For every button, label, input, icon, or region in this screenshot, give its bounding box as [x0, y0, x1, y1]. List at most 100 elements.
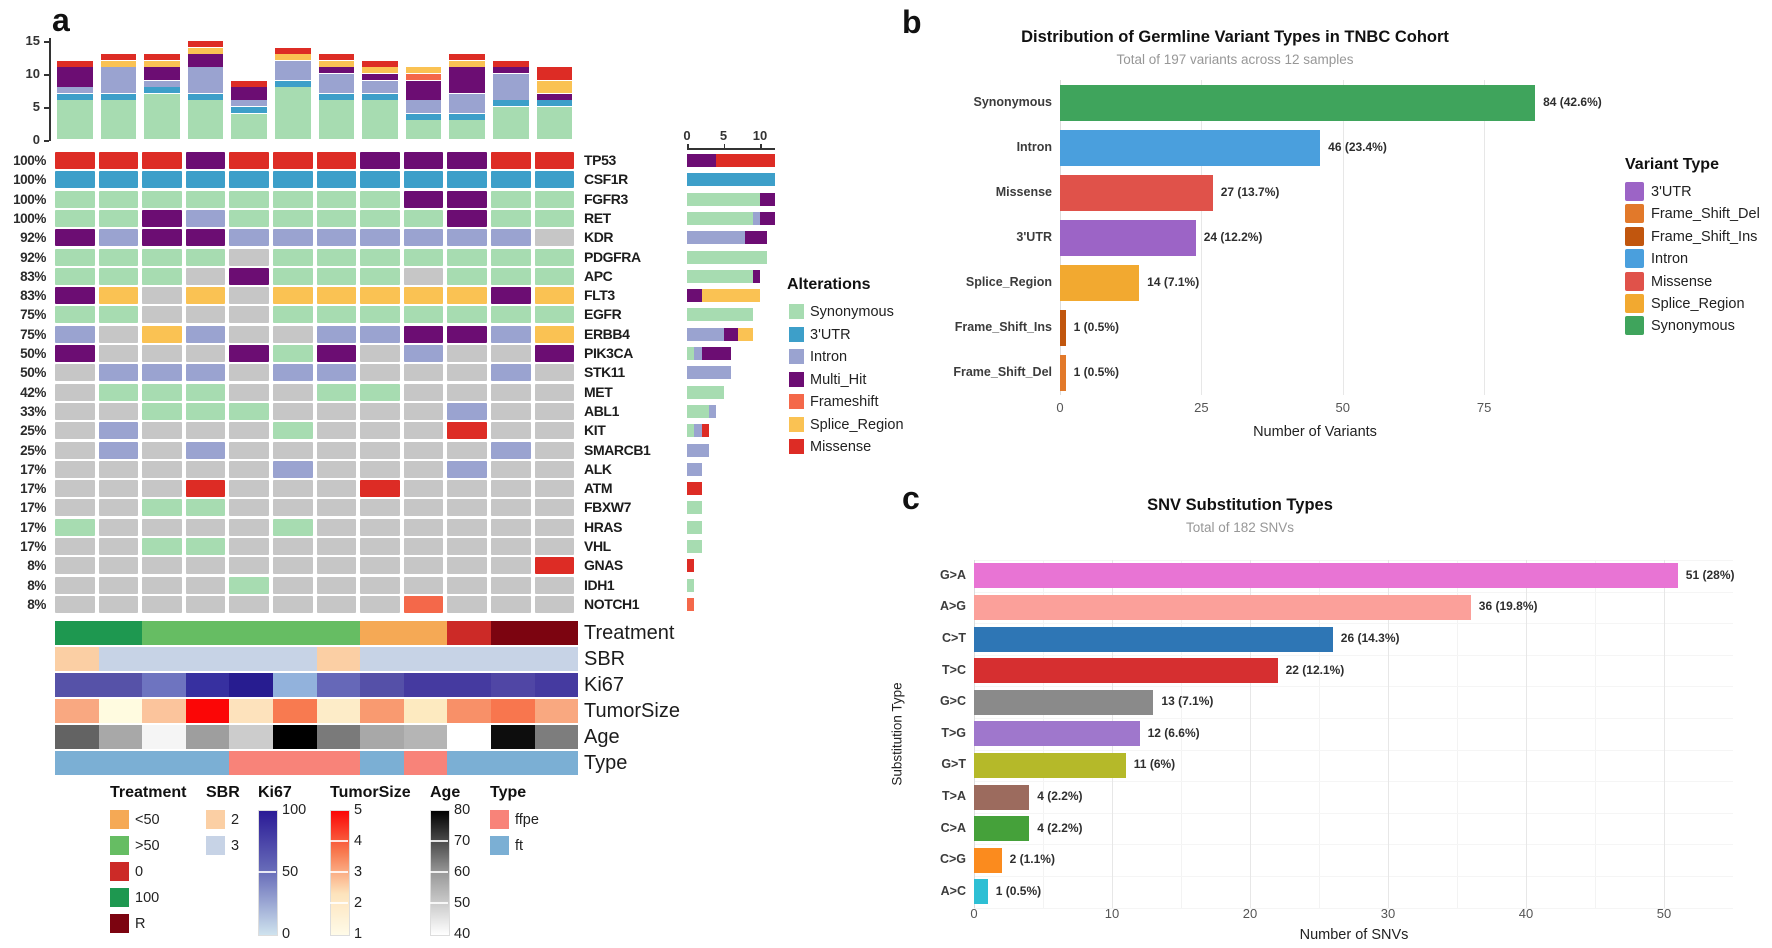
top-bar-segment	[536, 107, 573, 140]
top-bar-segment	[318, 100, 355, 140]
oncoprint-cell	[534, 518, 575, 536]
oncoprint-cell	[403, 364, 444, 382]
bar-value-label: 1 (0.5%)	[1073, 319, 1119, 334]
bar-value-label: 1 (0.5%)	[1073, 364, 1119, 379]
oncoprint-cell	[55, 325, 95, 343]
oncoprint-cell	[142, 499, 182, 517]
bar	[974, 626, 1333, 652]
oncoprint-cell	[142, 383, 182, 401]
oncoprint-cell	[491, 518, 531, 536]
side-bar-segment	[723, 327, 739, 341]
oncoprint-cell	[98, 441, 139, 459]
bar-value-label: 22 (12.1%)	[1285, 662, 1345, 677]
annotation-legend-title: TumorSize	[330, 784, 411, 801]
percent-label: 25%	[20, 423, 46, 439]
oncoprint-cell	[229, 518, 269, 536]
annotation-cell	[316, 699, 361, 723]
annotation-cell	[534, 699, 579, 723]
side-bar-segment	[687, 154, 717, 167]
side-bar-segment	[745, 231, 768, 245]
gene-label: ALK	[584, 460, 612, 477]
oncoprint-cell	[360, 190, 400, 208]
oncoprint-cell	[534, 364, 575, 382]
oncoprint-cell	[229, 422, 269, 440]
gridline-horizontal	[974, 781, 1733, 783]
gradient-tick-label: 50	[454, 895, 471, 911]
top-axis-tick	[44, 140, 49, 142]
top-bar-segment	[231, 100, 267, 107]
top-bar-segment	[493, 60, 529, 67]
oncoprint-cell	[229, 306, 269, 324]
annotation-cell	[403, 647, 448, 671]
annotation-cell	[98, 647, 143, 671]
oncoprint-cell	[447, 325, 487, 343]
oncoprint-cell	[316, 325, 357, 343]
gridline-horizontal	[974, 686, 1733, 688]
bar-value-label: 12 (6.6%)	[1147, 725, 1200, 740]
annotation-cell	[447, 725, 492, 749]
percent-label: 83%	[20, 288, 46, 304]
oncoprint-cell	[185, 287, 226, 305]
oncoprint-cell	[534, 152, 575, 169]
oncoprint-cell	[403, 345, 444, 362]
alterations-legend-swatch	[789, 416, 804, 432]
oncoprint-cell	[185, 460, 226, 478]
oncoprint-cell	[229, 460, 269, 478]
oncoprint-cell	[273, 152, 313, 169]
oncoprint-cell	[403, 557, 444, 575]
annotation-cell	[142, 699, 186, 723]
bar	[1060, 84, 1536, 121]
bar	[1060, 174, 1213, 211]
top-axis-line	[49, 38, 51, 141]
oncoprint-cell	[360, 538, 400, 555]
gene-label: APC	[584, 267, 613, 284]
oncoprint-cell	[403, 152, 444, 169]
oncoprint-cell	[98, 595, 139, 613]
oncoprint-cell	[491, 152, 531, 169]
oncoprint-cell	[534, 557, 575, 575]
category-label: Missense	[995, 184, 1052, 199]
gradient-tick-label: 40	[454, 926, 471, 942]
oncoprint-cell	[185, 499, 226, 517]
oncoprint-cell	[98, 538, 139, 555]
oncoprint-cell	[55, 480, 95, 498]
annotation-cell	[185, 725, 230, 749]
oncoprint-cell	[273, 480, 313, 498]
annotation-cell	[55, 621, 99, 645]
gridline-horizontal	[974, 749, 1733, 751]
annotation-cell	[98, 751, 143, 775]
oncoprint-cell	[229, 267, 269, 285]
oncoprint-cell	[229, 557, 269, 575]
oncoprint-cell	[55, 248, 95, 266]
annotation-legend-label: 100	[135, 890, 160, 906]
category-label: C>G	[939, 852, 966, 867]
oncoprint-cell	[360, 325, 400, 343]
top-bar-segment	[57, 67, 93, 87]
oncoprint-cell	[491, 460, 531, 478]
alterations-legend-swatch	[789, 349, 804, 364]
annotation-cell	[98, 725, 143, 749]
side-bar-segment	[687, 540, 702, 553]
top-bar-segment	[187, 67, 224, 94]
percent-label: 17%	[20, 539, 46, 554]
oncoprint-cell	[229, 171, 269, 189]
percent-label: 100%	[13, 191, 46, 207]
top-axis-tick-label: 15	[25, 33, 40, 48]
oncoprint-cell	[273, 229, 313, 247]
percent-label: 25%	[20, 442, 46, 458]
gene-label: TP53	[584, 152, 616, 168]
top-bar-segment	[449, 120, 485, 140]
gene-label: IDH1	[584, 576, 615, 593]
germline-chart-title: Distribution of Germline Variant Types i…	[1021, 28, 1449, 46]
gridline-minor	[1595, 560, 1596, 908]
top-bar-segment	[449, 93, 485, 113]
top-axis-tick-label: 0	[32, 132, 40, 147]
oncoprint-cell	[360, 480, 400, 498]
annotation-legend-label: 3	[231, 838, 240, 854]
oncoprint-cell	[360, 518, 400, 536]
oncoprint-cell	[185, 364, 226, 382]
oncoprint-cell	[142, 306, 182, 324]
percent-label: 8%	[27, 577, 46, 593]
oncoprint-cell	[491, 441, 531, 459]
bar-value-label: 2 (1.1%)	[1009, 852, 1055, 867]
